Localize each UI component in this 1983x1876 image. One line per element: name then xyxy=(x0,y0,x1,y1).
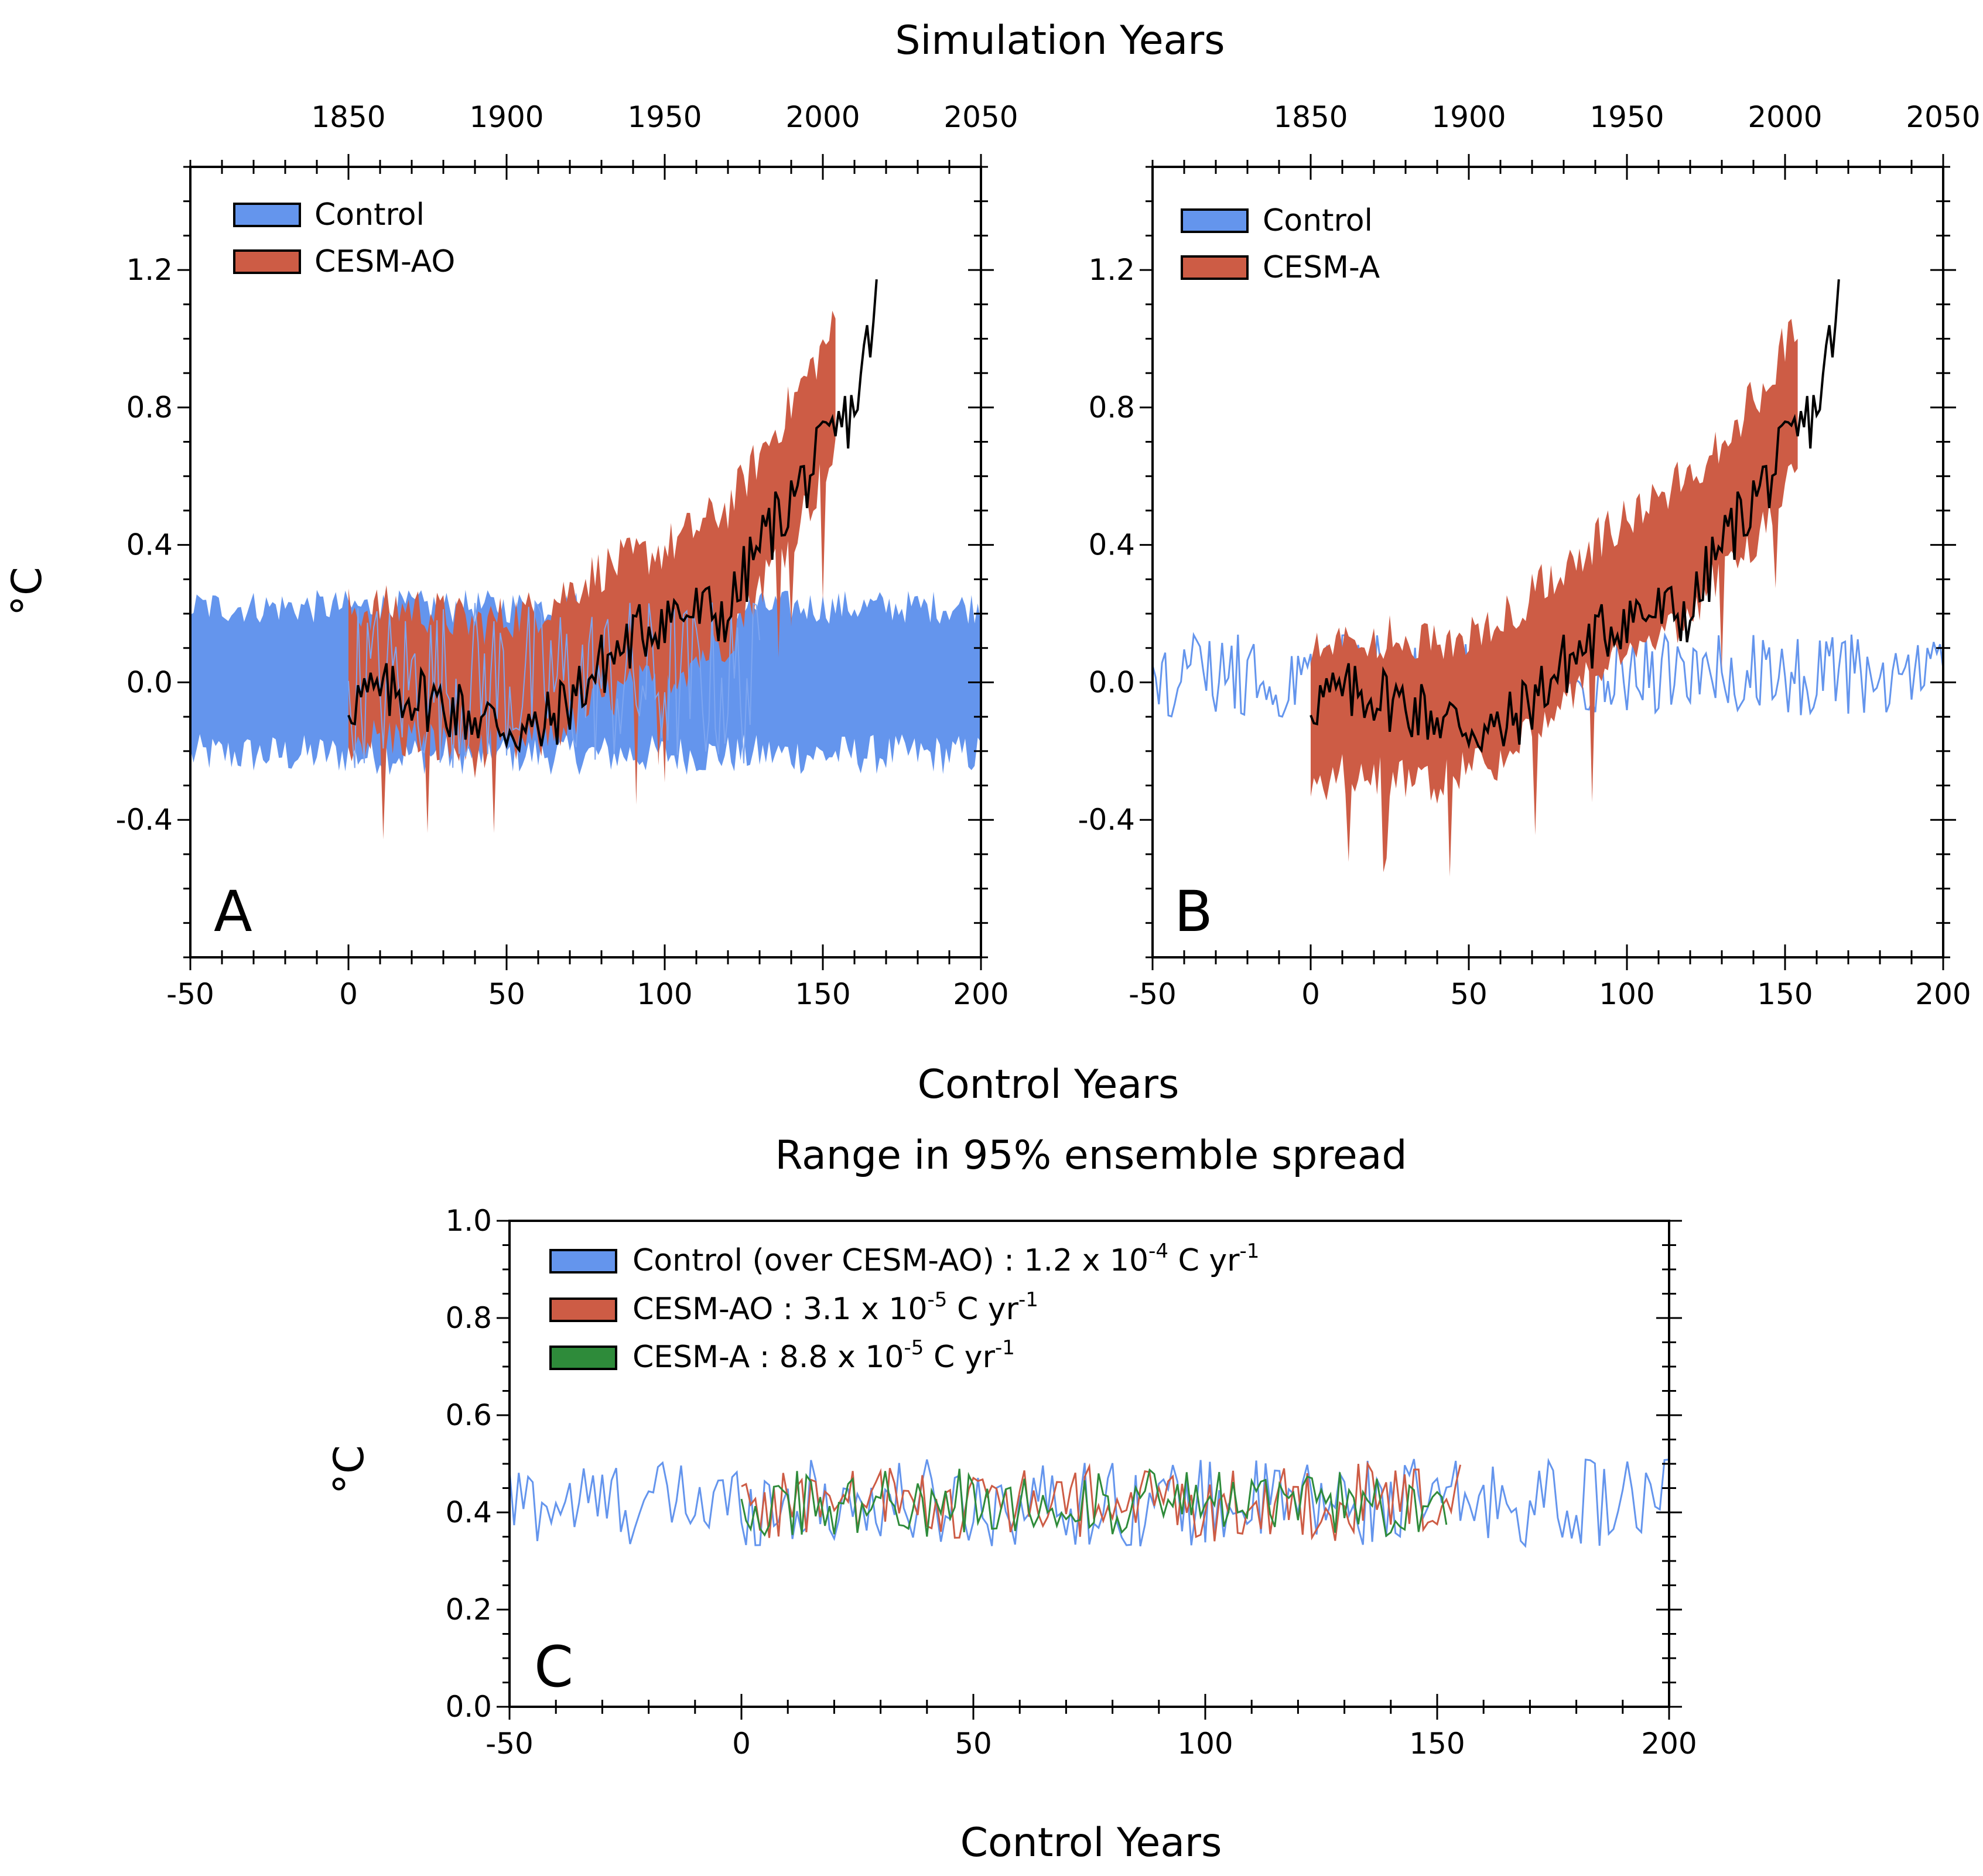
c-x-tick-label: 0 xyxy=(732,1727,751,1761)
control-spread-line xyxy=(508,1457,1670,1548)
a-y-tick-label: 0.4 xyxy=(126,528,173,562)
b-top-tick-label: 2050 xyxy=(1906,100,1980,134)
panel-a-axes: -50 0 50 100 150 200 -0.4 0.0 0.4 0.8 1.2 1850 1900 1… xyxy=(115,100,1018,1011)
panel-c-legend: Control (over CESM-AO) : 1.2 x 10-4 C yr… xyxy=(549,1240,1259,1375)
legend-label-cesm-a: CESM-A xyxy=(1263,250,1380,285)
panel-b-plot-area xyxy=(1151,279,1944,877)
a-y-tick-label: -0.4 xyxy=(115,803,173,837)
panel-a-legend: Control CESM-AO xyxy=(233,197,455,279)
c-y-tick-label: 0.8 xyxy=(445,1301,492,1335)
c-x-tick-label: 150 xyxy=(1409,1727,1465,1761)
a-top-tick-label: 1900 xyxy=(469,100,543,134)
b-x-tick-label: 0 xyxy=(1301,977,1320,1011)
b-x-tick-label: 200 xyxy=(1915,977,1971,1011)
panel-b: -50 0 50 100 150 200 -0.4 0.0 0.4 0.8 1.2 1850 1900 1… xyxy=(1078,100,1980,1011)
b-y-tick-label: 1.2 xyxy=(1088,253,1135,287)
b-y-tick-label: -0.4 xyxy=(1078,803,1135,837)
panel-a-frame xyxy=(189,166,982,958)
a-x-tick-label: 50 xyxy=(488,977,525,1011)
a-y-tick-label: 0.0 xyxy=(126,665,173,699)
c-y-tick-label: 0.2 xyxy=(445,1593,492,1627)
c-x-tick-label: 50 xyxy=(955,1727,992,1761)
a-x-tick-label: 0 xyxy=(339,977,358,1011)
c-x-tick-label: 100 xyxy=(1177,1727,1233,1761)
panel-a-ylabel: °C xyxy=(3,567,51,616)
panel-b-legend: Control CESM-A xyxy=(1181,203,1380,285)
b-x-tick-label: 50 xyxy=(1450,977,1488,1011)
b-x-tick-label: 150 xyxy=(1757,977,1813,1011)
legend-swatch-control xyxy=(1181,208,1249,233)
b-top-tick-label: 1900 xyxy=(1431,100,1506,134)
legend-label-control: Control xyxy=(1263,203,1373,238)
c-x-tick-label: 200 xyxy=(1641,1727,1697,1761)
legend-label-cesm-ao-spread: CESM-AO : 3.1 x 10-5 C yr-1 xyxy=(632,1288,1038,1327)
legend-label-control: Control xyxy=(314,197,425,232)
b-x-tick-label: 100 xyxy=(1599,977,1654,1011)
a-x-tick-label: 150 xyxy=(795,977,850,1011)
panel-a-plot-area xyxy=(190,279,981,840)
c-y-tick-label: 0.6 xyxy=(445,1398,492,1432)
panel-c-ylabel: °C xyxy=(325,1445,373,1494)
panel-b-letter: B xyxy=(1174,879,1213,944)
a-y-tick-label: 1.2 xyxy=(126,253,173,287)
legend-swatch-cesm-ao xyxy=(233,249,301,274)
b-top-tick-label: 1850 xyxy=(1273,100,1348,134)
cesm-ao-spread-line xyxy=(741,1460,1462,1542)
cesm-a-spread-line xyxy=(740,1468,1448,1538)
a-top-tick-label: 2050 xyxy=(943,100,1018,134)
b-y-tick-label: 0.4 xyxy=(1088,528,1135,562)
c-y-tick-label: 0.0 xyxy=(445,1690,492,1724)
panel-a-letter: A xyxy=(214,879,252,944)
a-x-tick-label: 100 xyxy=(637,977,692,1011)
b-y-tick-label: 0.8 xyxy=(1088,391,1135,425)
panel-c-xlabel: Control Years xyxy=(960,1820,1222,1866)
top-axis-title: Simulation Years xyxy=(895,18,1225,64)
legend-swatch-control xyxy=(233,203,301,227)
c-y-tick-label: 1.0 xyxy=(445,1204,492,1238)
a-top-tick-label: 1950 xyxy=(627,100,702,134)
cesm-a-band xyxy=(1311,319,1798,877)
control-member-line xyxy=(348,600,760,768)
a-x-tick-label: 200 xyxy=(953,977,1008,1011)
a-top-tick-label: 1850 xyxy=(311,100,385,134)
legend-label-cesm-a-spread: CESM-A : 8.8 x 10-5 C yr-1 xyxy=(632,1336,1015,1375)
panel-c-letter: C xyxy=(534,1634,573,1700)
cesm-ao-band xyxy=(348,310,836,840)
a-x-tick-label: -50 xyxy=(166,977,214,1011)
b-x-tick-label: -50 xyxy=(1129,977,1177,1011)
observed-line xyxy=(347,279,878,754)
panel-b-axes: -50 0 50 100 150 200 -0.4 0.0 0.4 0.8 1.2 1850 1900 1… xyxy=(1078,100,1980,1011)
legend-swatch-control-spread xyxy=(549,1249,617,1274)
a-top-tick-label: 2000 xyxy=(785,100,860,134)
observed-line xyxy=(1310,279,1840,754)
panel-c-axes: -50 0 50 100 150 200 0.0 0.2 0.4 0.6 0.8 1.0 xyxy=(445,1204,1697,1761)
c-x-tick-label: -50 xyxy=(486,1727,534,1761)
c-y-tick-label: 0.4 xyxy=(445,1495,492,1529)
panel-ab-xlabel: Control Years xyxy=(918,1062,1179,1108)
legend-swatch-cesm-a-spread xyxy=(549,1346,617,1370)
panel-c-title: Range in 95% ensemble spread xyxy=(775,1132,1407,1179)
legend-label-cesm-ao: CESM-AO xyxy=(314,244,455,279)
legend-swatch-cesm-ao-spread xyxy=(549,1298,617,1322)
panel-c: Range in 95% ensemble spread -50 0 50 100 15… xyxy=(325,1132,1697,1866)
a-y-tick-label: 0.8 xyxy=(126,391,173,425)
b-y-tick-label: 0.0 xyxy=(1088,665,1135,699)
panel-b-frame xyxy=(1151,166,1944,958)
panel-c-plot-area xyxy=(508,1457,1670,1548)
panel-a: -50 0 50 100 150 200 -0.4 0.0 0.4 0.8 1.2 1850 1900 1… xyxy=(3,100,1018,1011)
legend-swatch-cesm-a xyxy=(1181,255,1249,280)
legend-label-control-spread: Control (over CESM-AO) : 1.2 x 10-4 C yr… xyxy=(632,1240,1259,1278)
b-top-tick-label: 2000 xyxy=(1748,100,1822,134)
b-top-tick-label: 1950 xyxy=(1589,100,1664,134)
